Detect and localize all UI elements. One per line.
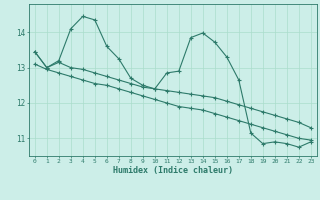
X-axis label: Humidex (Indice chaleur): Humidex (Indice chaleur) [113, 166, 233, 175]
